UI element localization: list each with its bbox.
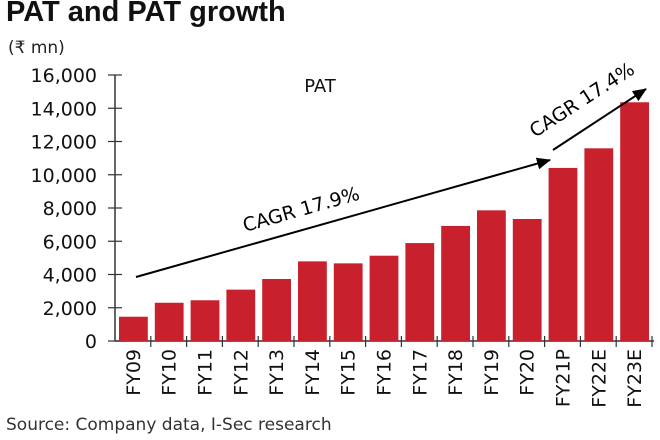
x-tick-label: FY22E xyxy=(588,349,610,408)
cagr-label-1: CAGR 17.9% xyxy=(240,183,362,237)
x-tick-label: FY23E xyxy=(624,349,646,408)
bar-FY16 xyxy=(369,255,399,341)
y-tick-label: 10,000 xyxy=(31,165,97,187)
y-tick-label: 16,000 xyxy=(31,65,97,87)
bar-FY23E xyxy=(620,102,649,341)
bar-FY15 xyxy=(333,263,363,341)
x-tick-label: FY15 xyxy=(338,349,360,396)
y-tick-label: 6,000 xyxy=(43,231,97,253)
cagr-arrow-1 xyxy=(135,157,551,278)
bar-FY18 xyxy=(441,225,470,341)
bar-FY21P xyxy=(548,167,578,341)
x-tick-label: FY19 xyxy=(481,349,503,396)
bar-FY09 xyxy=(119,316,148,341)
bar-FY22E xyxy=(584,148,614,341)
x-tick-label: FY20 xyxy=(517,349,539,396)
y-tick-label: 12,000 xyxy=(31,132,97,154)
bar-FY14 xyxy=(298,261,327,341)
bar-FY12 xyxy=(226,289,256,341)
x-tick-label: FY11 xyxy=(195,349,217,396)
chart-title: PAT and PAT growth xyxy=(6,0,286,28)
bar-FY13 xyxy=(262,278,291,341)
series-label: PAT xyxy=(304,76,337,97)
x-tick-label: FY13 xyxy=(266,349,288,396)
x-tick-label: FY14 xyxy=(302,349,324,396)
x-tick-label: FY21P xyxy=(553,349,575,407)
bar-FY20 xyxy=(512,218,542,341)
y-tick-label: 2,000 xyxy=(43,298,97,320)
x-tick-label: FY16 xyxy=(374,349,396,396)
y-tick-label: 14,000 xyxy=(31,98,97,120)
x-tick-label: FY17 xyxy=(409,349,431,396)
x-tick-label: FY12 xyxy=(230,349,252,396)
bar-FY19 xyxy=(477,210,506,341)
x-tick-label: FY09 xyxy=(123,349,145,396)
y-tick-label: 0 xyxy=(85,331,97,353)
y-tick-label: 4,000 xyxy=(43,265,97,287)
bar-FY11 xyxy=(190,300,220,341)
source-note: Source: Company data, I-Sec research xyxy=(6,415,332,435)
x-tick-label: FY10 xyxy=(159,349,181,396)
bar-FY10 xyxy=(154,302,184,341)
bar-FY17 xyxy=(405,243,435,341)
x-tick-label: FY18 xyxy=(445,349,467,396)
y-axis-unit: (₹ mn) xyxy=(8,38,65,58)
cagr-arrow-2 xyxy=(552,88,647,151)
y-tick-label: 8,000 xyxy=(43,198,97,220)
